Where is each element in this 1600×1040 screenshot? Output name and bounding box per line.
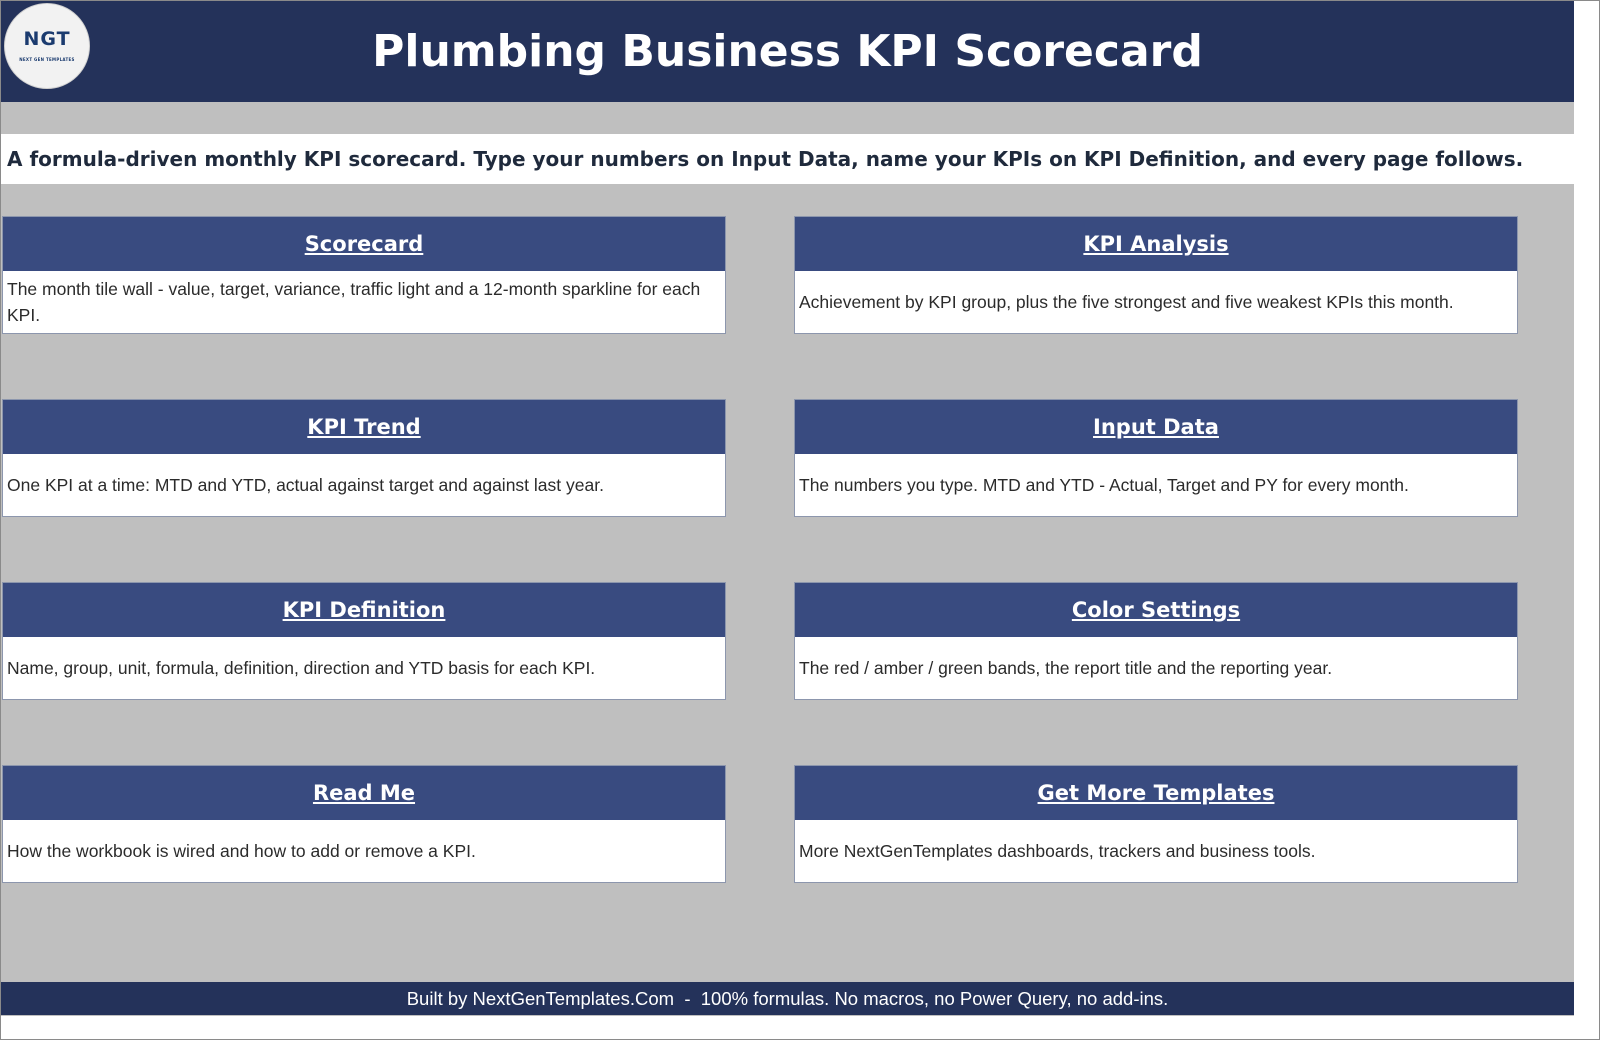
nav-card-header: KPI Trend [3,400,725,454]
nav-card-kpi-definition: KPI Definition Name, group, unit, formul… [2,582,726,700]
nav-card-header: Color Settings [795,583,1517,637]
nav-card-header: Input Data [795,400,1517,454]
nav-card-color-settings: Color Settings The red / amber / green b… [794,582,1518,700]
header-banner: NGT NEXT GEN TEMPLATES Plumbing Business… [1,1,1574,102]
nav-card-header: Read Me [3,766,725,820]
nav-link-kpi-trend[interactable]: KPI Trend [307,415,421,439]
nav-link-color-settings[interactable]: Color Settings [1071,598,1241,622]
nav-card-read-me: Read Me How the workbook is wired and ho… [2,765,726,883]
nav-card-description: The numbers you type. MTD and YTD - Actu… [799,475,1409,495]
nav-card-description: Achievement by KPI group, plus the five … [799,292,1454,312]
nav-card-kpi-trend: KPI Trend One KPI at a time: MTD and YTD… [2,399,726,517]
nav-link-get-more-templates[interactable]: Get More Templates [1037,781,1275,805]
nav-card-get-more-templates: Get More Templates More NextGenTemplates… [794,765,1518,883]
nav-card-description: The red / amber / green bands, the repor… [799,658,1333,678]
nav-card-header: Scorecard [3,217,725,271]
nav-link-scorecard[interactable]: Scorecard [304,232,424,256]
nav-card-scorecard: Scorecard The month tile wall - value, t… [2,216,726,334]
nav-card-description: How the workbook is wired and how to add… [7,841,476,861]
nav-link-kpi-definition[interactable]: KPI Definition [282,598,446,622]
footer-banner: Built by NextGenTemplates.Com - 100% for… [1,982,1574,1015]
nav-link-input-data[interactable]: Input Data [1093,415,1219,439]
logo-text: NGT [23,28,71,50]
nav-card-description: More NextGenTemplates dashboards, tracke… [799,841,1316,861]
subtitle-bar: A formula-driven monthly KPI scorecard. … [1,134,1574,184]
nav-card-input-data: Input Data The numbers you type. MTD and… [794,399,1518,517]
nav-link-read-me[interactable]: Read Me [312,781,416,805]
nav-card-header: KPI Analysis [795,217,1517,271]
nav-card-header: KPI Definition [3,583,725,637]
nav-card-description: One KPI at a time: MTD and YTD, actual a… [7,475,604,495]
nav-link-kpi-analysis[interactable]: KPI Analysis [1083,232,1229,256]
page-title: Plumbing Business KPI Scorecard [372,26,1203,77]
nav-card-header: Get More Templates [795,766,1517,820]
nav-card-description: The month tile wall - value, target, var… [7,279,701,325]
ngt-logo: NGT NEXT GEN TEMPLATES [4,3,90,89]
nav-card-kpi-analysis: KPI Analysis Achievement by KPI group, p… [794,216,1518,334]
nav-card-description: Name, group, unit, formula, definition, … [7,658,596,678]
page-subtitle: A formula-driven monthly KPI scorecard. … [7,147,1524,171]
logo-subtext: NEXT GEN TEMPLATES [19,57,75,62]
